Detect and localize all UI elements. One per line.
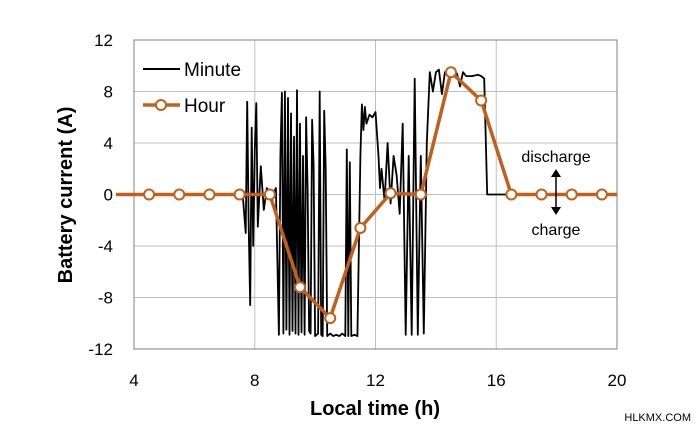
x-tick-label: 20	[608, 371, 627, 390]
x-axis-title: Local time (h)	[310, 398, 440, 420]
hour-data-point	[475, 94, 488, 107]
annotation-arrow-up	[551, 169, 561, 177]
legend-minute-label: Minute	[184, 60, 241, 81]
annotation-arrow-down	[551, 207, 561, 215]
x-tick-label: 12	[366, 371, 385, 390]
hour-data-point	[354, 221, 367, 234]
hour-data-point	[595, 188, 608, 201]
hour-data-point	[414, 188, 427, 201]
y-tick-label: -12	[88, 340, 113, 359]
hour-data-point	[263, 188, 276, 201]
x-tick-label: 4	[129, 371, 138, 390]
hour-data-point	[384, 187, 397, 200]
series-layer	[116, 66, 617, 338]
y-tick-label: 8	[104, 83, 113, 102]
y-tick-label: 12	[94, 31, 113, 50]
hour-data-point	[505, 188, 518, 201]
charge-label: charge	[532, 222, 581, 239]
legend: Minute Hour	[143, 60, 241, 117]
y-tick-label: 0	[104, 186, 113, 205]
hour-data-point	[444, 66, 457, 79]
legend-hour-label: Hour	[184, 96, 226, 117]
discharge-label: discharge	[521, 149, 590, 166]
watermark: HLKMX.COM	[624, 412, 691, 424]
legend-hour-marker	[155, 99, 167, 111]
tick-labels: 4 8 12 16 20 -12 -8 -4 0 4 8 12	[88, 31, 626, 390]
hour-data-point	[203, 188, 216, 201]
y-axis-title: Battery current (A)	[55, 107, 77, 284]
charge-annotation: discharge charge	[521, 149, 590, 239]
y-tick-label: 4	[104, 134, 113, 153]
y-tick-label: -4	[98, 237, 113, 256]
hour-data-point	[565, 188, 578, 201]
hour-data-point	[233, 188, 246, 201]
minute-series-line	[134, 68, 617, 338]
hour-data-point	[294, 281, 307, 294]
hour-data-point	[173, 188, 186, 201]
hour-data-point	[324, 312, 337, 325]
hour-data-point	[535, 188, 548, 201]
x-tick-label: 8	[250, 371, 259, 390]
y-tick-label: -8	[98, 289, 113, 308]
x-tick-label: 16	[487, 371, 506, 390]
hour-data-point	[143, 188, 156, 201]
